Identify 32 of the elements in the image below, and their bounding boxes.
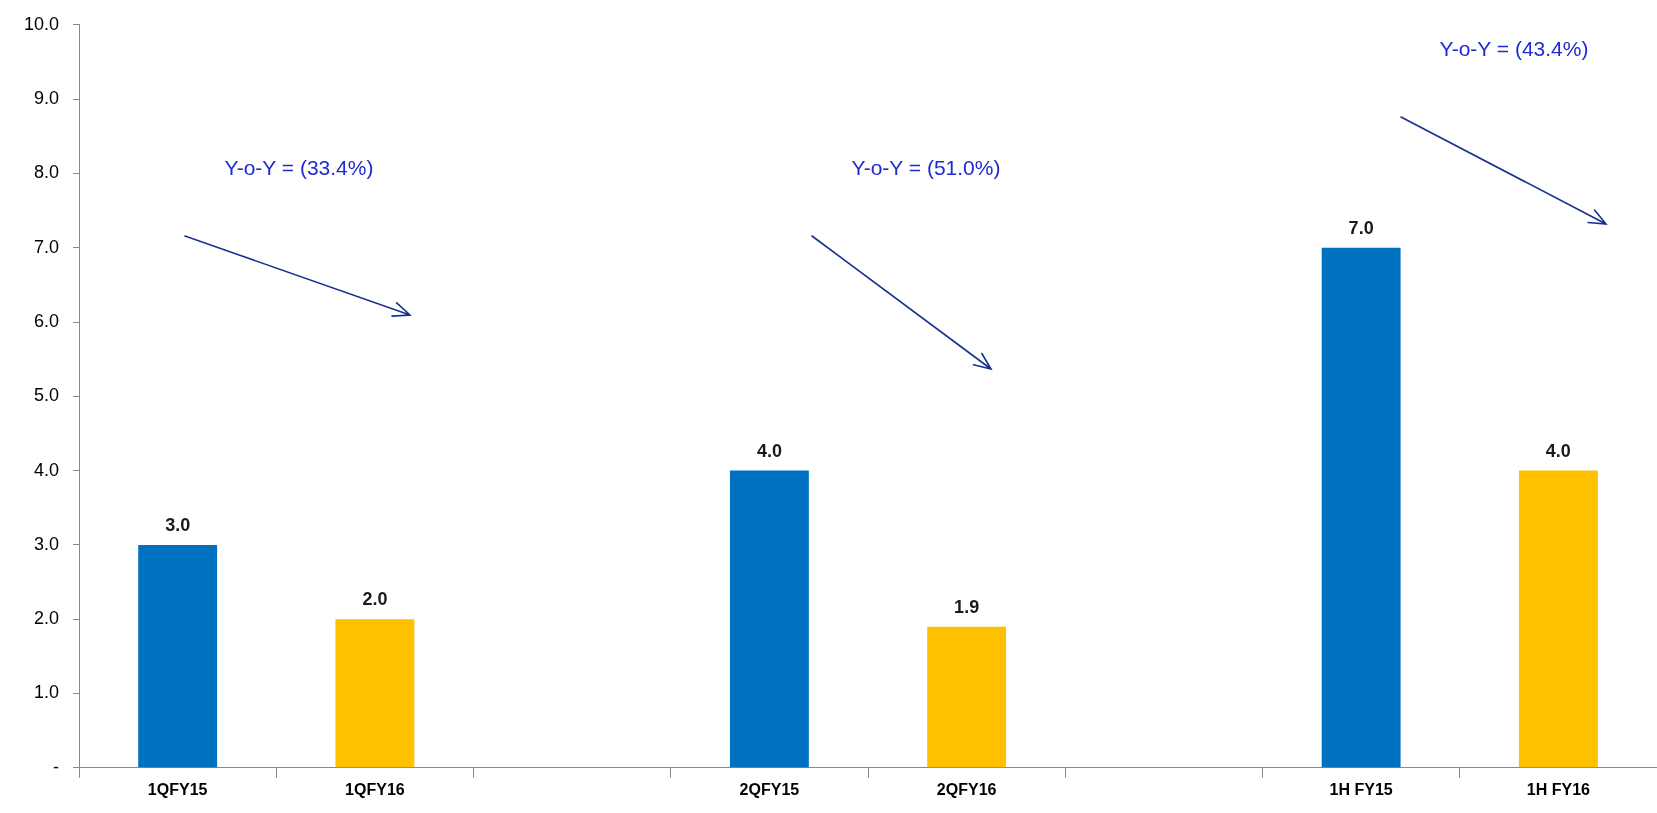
- y-tick-label: 4.0: [34, 459, 60, 480]
- y-tick-label: 9.0: [34, 88, 60, 109]
- y-tick-label: 5.0: [34, 385, 60, 406]
- x-tick-label: 1H FY15: [1329, 780, 1393, 798]
- y-tick-label: 3.0: [34, 533, 60, 554]
- x-tick-label: 2QFY15: [739, 780, 800, 798]
- y-tick-label: -: [53, 756, 60, 777]
- x-tick-label: 1QFY15: [147, 780, 208, 798]
- y-tick-label: 7.0: [34, 236, 60, 257]
- x-tick-label: 2QFY16: [936, 780, 997, 798]
- annotation: Y-o-Y = (51.0%): [851, 155, 1001, 179]
- data-label: 7.0: [1348, 217, 1374, 238]
- bar: [1518, 470, 1598, 768]
- data-label: 1.9: [954, 596, 980, 617]
- y-tick-label: 8.0: [34, 162, 60, 183]
- bar: [729, 470, 809, 768]
- annotation: Y-o-Y = (33.4%): [224, 155, 374, 179]
- bar: [335, 619, 415, 768]
- y-tick-label: 6.0: [34, 310, 60, 331]
- bar: [138, 544, 218, 768]
- y-tick-label: 2.0: [34, 608, 60, 629]
- y-tick-label: 1.0: [34, 682, 60, 703]
- bar: [927, 626, 1007, 768]
- x-tick-label: 1H FY16: [1526, 780, 1591, 798]
- data-label: 2.0: [362, 589, 388, 610]
- bar: [1321, 247, 1401, 768]
- data-label: 4.0: [756, 440, 782, 461]
- y-tick-label: 10.0: [23, 13, 60, 34]
- data-label: 4.0: [1545, 440, 1571, 461]
- data-label: 3.0: [165, 514, 191, 535]
- annotation: Y-o-Y = (43.4%): [1439, 36, 1589, 60]
- x-tick-label: 1QFY16: [345, 780, 405, 798]
